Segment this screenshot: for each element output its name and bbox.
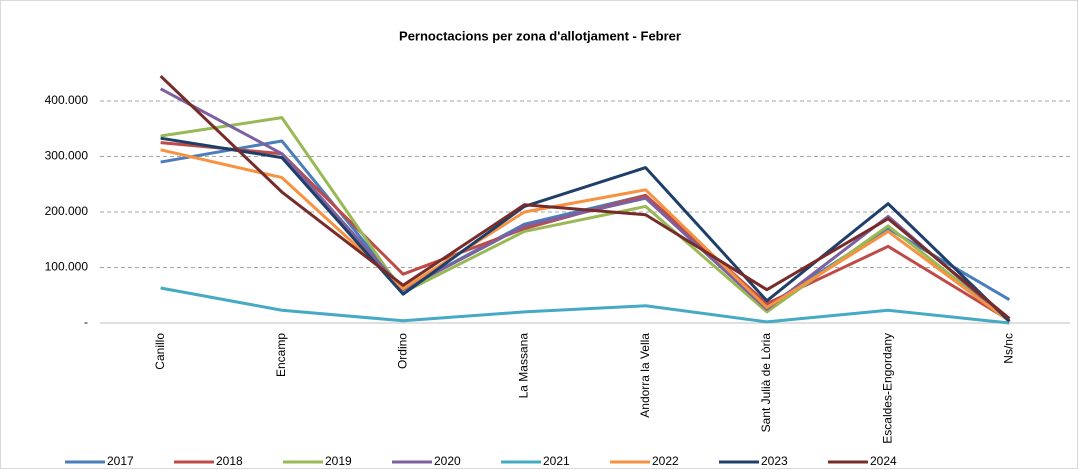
legend-label: 2020 xyxy=(434,454,461,468)
y-tick-label: 300.000 xyxy=(45,149,89,163)
series-line xyxy=(160,148,1011,323)
legend-label: 2019 xyxy=(325,454,352,468)
x-tick-label: Escaldes-Engordany xyxy=(880,333,894,444)
x-tick-label: Ns/nc xyxy=(1002,333,1016,364)
chart-title: Pernoctacions per zona d'allotjament - F… xyxy=(399,28,681,43)
x-tick-label: Andorra la Vella xyxy=(638,333,652,418)
legend-label: 2023 xyxy=(761,454,788,468)
legend-label: 2024 xyxy=(870,454,897,468)
legend-label: 2021 xyxy=(543,454,570,468)
series-line xyxy=(160,286,1010,325)
x-tick-label: Ordino xyxy=(395,333,409,369)
series-line xyxy=(159,74,1011,320)
series-line xyxy=(160,116,1011,323)
y-tick-label: 400.000 xyxy=(45,93,89,107)
y-tick-label: - xyxy=(84,315,88,329)
x-tick-label: La Massana xyxy=(517,333,531,399)
legend-label: 2018 xyxy=(216,454,243,468)
y-tick-label: 100.000 xyxy=(45,260,89,274)
series-line xyxy=(160,136,1011,323)
legend-label: 2017 xyxy=(107,454,134,468)
legend-label: 2022 xyxy=(652,454,679,468)
x-tick-label: Canillo xyxy=(153,333,167,370)
x-tick-label: Sant Julià de Lòria xyxy=(759,333,773,433)
y-tick-label: 200.000 xyxy=(45,204,89,218)
x-tick-label: Encamp xyxy=(274,333,288,377)
